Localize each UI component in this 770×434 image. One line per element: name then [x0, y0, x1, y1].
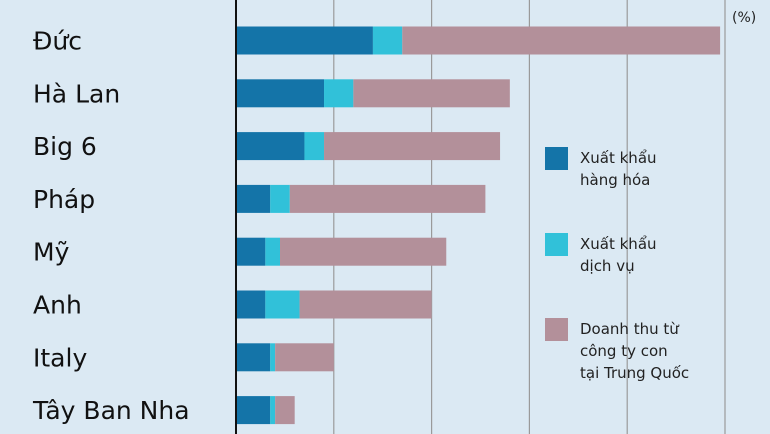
unit-label: (%) [732, 10, 756, 26]
category-label-8: Tây Ban Nha [32, 396, 190, 425]
category-label-7: Italy [33, 343, 87, 372]
legend-label-3-line-3: tại Trung Quốc [580, 364, 689, 382]
legend-label-1-line-2: hàng hóa [580, 171, 650, 189]
legend-label-3-line-2: công ty con [580, 342, 668, 360]
bar-segment-2-2 [324, 79, 354, 108]
legend-swatch-3 [545, 318, 568, 341]
bar-segment-4-2 [270, 184, 290, 213]
category-label-6: Anh [33, 291, 82, 320]
bar-segment-4-1 [236, 184, 271, 213]
bar-segment-3-3 [324, 132, 501, 161]
bars [236, 26, 721, 425]
bar-segment-5-1 [236, 237, 266, 266]
bar-segment-5-2 [265, 237, 281, 266]
legend-swatch-1 [545, 147, 568, 170]
category-labels: Đức Hà Lan Big 6 Pháp Mỹ Anh Italy Tây Ban Nha [32, 27, 190, 426]
bar-segment-6-1 [236, 290, 266, 319]
category-label-5: Mỹ [33, 238, 70, 267]
category-label-4: Pháp [33, 185, 95, 214]
bar-segment-8-2 [270, 396, 276, 425]
bar-segment-6-2 [265, 290, 300, 319]
bar-segment-1-1 [236, 26, 373, 55]
legend-label-3-line-1: Doanh thu từ [580, 320, 680, 338]
bar-segment-3-2 [304, 132, 325, 161]
bar-segment-1-2 [372, 26, 403, 55]
category-label-2: Hà Lan [33, 79, 120, 108]
bar-segment-5-3 [280, 237, 447, 266]
legend-label-2-line-1: Xuất khẩu [580, 235, 657, 253]
legend-label-1-line-1: Xuất khẩu [580, 149, 657, 167]
bar-segment-4-3 [289, 184, 486, 213]
bar-segment-7-1 [236, 343, 271, 372]
bar-segment-3-1 [236, 132, 305, 161]
bar-segment-6-3 [299, 290, 432, 319]
bar-segment-1-3 [402, 26, 721, 55]
bar-segment-2-3 [353, 79, 510, 108]
bar-segment-8-3 [275, 396, 295, 425]
legend: Xuất khẩu hàng hóa Xuất khẩu dịch vụ Doanh t… [545, 147, 689, 382]
category-label-3: Big 6 [33, 132, 97, 161]
bar-segment-8-1 [236, 396, 271, 425]
bar-segment-7-2 [270, 343, 276, 372]
legend-label-2-line-2: dịch vụ [580, 257, 635, 275]
legend-swatch-2 [545, 233, 568, 256]
category-label-1: Đức [33, 27, 82, 56]
bar-segment-7-3 [275, 343, 334, 372]
bar-segment-2-1 [236, 79, 325, 108]
